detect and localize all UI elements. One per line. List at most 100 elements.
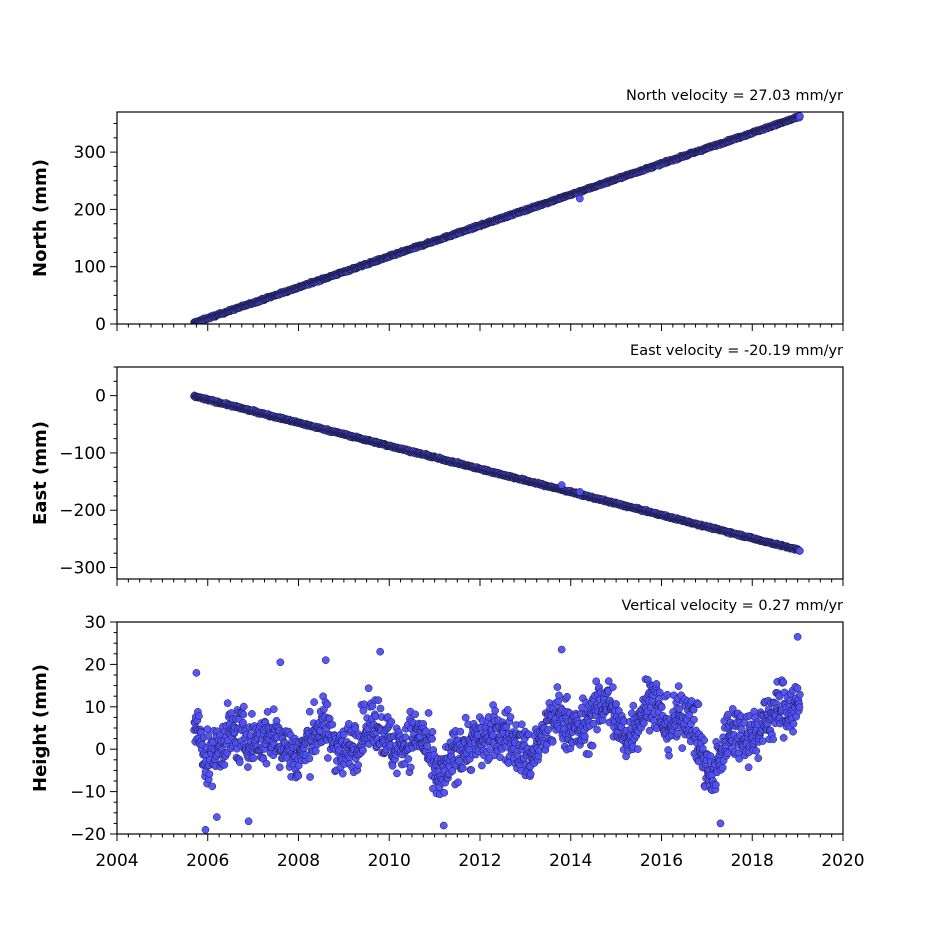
- data-point: [673, 729, 682, 738]
- data-point: [459, 764, 467, 772]
- data-point: [406, 763, 415, 772]
- data-point: [544, 725, 552, 734]
- data-point: [310, 698, 318, 706]
- data-point: [655, 688, 664, 697]
- data-point: [428, 735, 436, 743]
- data-point: [629, 701, 638, 710]
- data-point: [262, 759, 271, 768]
- y-tick-label: 0: [95, 315, 106, 335]
- data-point: [557, 645, 566, 654]
- panel-title: Vertical velocity = 0.27 mm/yr: [622, 598, 844, 614]
- data-point: [581, 732, 589, 741]
- data-point: [588, 741, 597, 750]
- x-tick-label: 2010: [368, 851, 411, 871]
- data-point: [393, 769, 401, 778]
- y-axis-label: North (mm): [30, 159, 51, 277]
- data-point: [793, 632, 802, 641]
- data-point: [694, 700, 703, 709]
- data-point: [737, 725, 746, 734]
- y-tick-label: 0: [95, 740, 106, 760]
- data-point: [203, 725, 212, 734]
- data-point: [663, 690, 672, 699]
- y-axis-label: Height (mm): [30, 664, 51, 792]
- data-point: [796, 690, 804, 699]
- data-point: [633, 745, 642, 753]
- data-point: [716, 819, 725, 828]
- data-point: [795, 703, 804, 712]
- data-point: [735, 754, 744, 763]
- data-point: [557, 481, 566, 489]
- data-point: [354, 761, 362, 769]
- data-point: [306, 773, 314, 781]
- data-point: [388, 761, 397, 770]
- data-point: [411, 710, 420, 719]
- data-point: [665, 751, 673, 760]
- data-point: [323, 700, 332, 709]
- panel-title: North velocity = 27.03 mm/yr: [626, 88, 843, 104]
- data-point: [235, 758, 244, 767]
- series-points: [190, 391, 804, 555]
- data-point: [712, 781, 720, 789]
- data-point: [769, 735, 777, 744]
- data-point: [690, 715, 698, 724]
- data-point: [387, 717, 396, 726]
- data-point: [645, 726, 654, 735]
- data-point: [239, 718, 247, 727]
- data-point: [652, 680, 661, 688]
- data-point: [195, 712, 203, 720]
- x-tick-label: 2006: [186, 851, 229, 871]
- data-point: [744, 763, 753, 772]
- data-point: [640, 719, 648, 728]
- y-tick-label: 200: [74, 200, 106, 220]
- data-point: [249, 754, 258, 762]
- x-tick-label: 2020: [821, 851, 864, 871]
- data-point: [244, 817, 253, 826]
- data-point: [305, 707, 314, 716]
- data-point: [311, 747, 320, 755]
- data-point: [789, 720, 798, 728]
- data-point: [478, 761, 486, 770]
- y-tick-label: 30: [84, 613, 106, 633]
- data-point: [779, 678, 788, 687]
- data-point: [376, 647, 385, 656]
- y-axis-label: East (mm): [30, 421, 51, 525]
- data-point: [526, 770, 535, 778]
- panel-title: East velocity = -20.19 mm/yr: [630, 343, 843, 359]
- data-point: [698, 744, 707, 753]
- data-point: [439, 821, 448, 830]
- data-point: [338, 769, 347, 778]
- data-point: [276, 658, 285, 667]
- data-point: [796, 112, 804, 121]
- data-point: [404, 755, 413, 763]
- y-tick-label: −100: [59, 444, 106, 464]
- data-point: [328, 720, 337, 729]
- data-point: [486, 745, 494, 753]
- plot-frame: [116, 111, 844, 325]
- data-point: [758, 737, 767, 745]
- data-point: [248, 710, 256, 718]
- data-point: [208, 782, 217, 791]
- data-point: [456, 727, 465, 736]
- panel-3: 2004 2006 2008 2010 2012 2014 2016 2018 2020−20−…: [30, 598, 865, 871]
- x-tick-label: 2016: [640, 851, 683, 871]
- x-tick-label: 2004: [95, 851, 138, 871]
- y-tick-label: −10: [70, 783, 106, 803]
- data-point: [575, 194, 584, 203]
- data-point: [294, 772, 303, 780]
- data-point: [428, 728, 437, 736]
- data-point: [321, 656, 330, 665]
- data-point: [205, 770, 214, 778]
- data-point: [244, 763, 252, 771]
- data-point: [473, 731, 482, 739]
- data-point: [220, 761, 229, 769]
- data-point: [491, 706, 499, 715]
- data-point: [201, 825, 210, 834]
- data-point: [593, 725, 601, 734]
- data-point: [239, 702, 248, 711]
- data-point: [553, 683, 562, 691]
- data-point: [585, 750, 593, 759]
- data-point: [779, 733, 788, 742]
- data-point: [467, 766, 476, 774]
